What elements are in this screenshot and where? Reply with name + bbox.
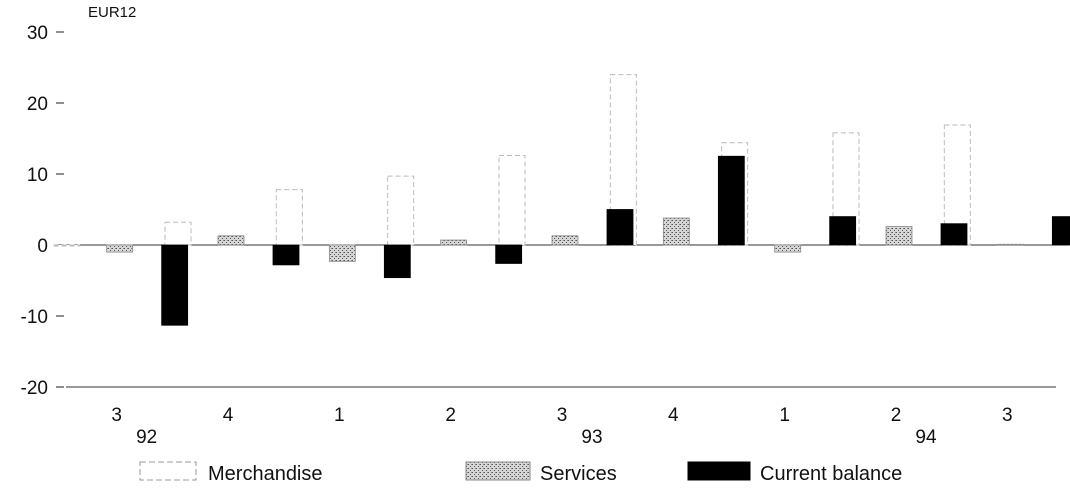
current-balance-bar [606, 209, 634, 246]
current-balance-bar [383, 244, 411, 279]
current-balance-bar [717, 155, 745, 246]
legend-swatch [465, 461, 531, 481]
current-balance-bar [1051, 216, 1070, 246]
services-bar [106, 244, 134, 253]
merchandise-bar [53, 244, 81, 247]
x-tick-label: 2 [891, 405, 902, 426]
x-tick-label: 2 [445, 405, 456, 426]
services-bar [440, 239, 468, 246]
services-bar [996, 243, 1024, 246]
services-bar [551, 235, 579, 246]
x-tick-label: 3 [557, 405, 568, 426]
y-axis: 30 20 10 0 -10 -20 [21, 23, 64, 399]
grid [66, 244, 1068, 388]
x-tick-label: 1 [779, 405, 790, 426]
current-balance-bar [940, 223, 968, 246]
x-tick-label: 4 [668, 405, 679, 426]
y-tick-label: 0 [37, 236, 48, 257]
legend-swatch [139, 461, 197, 481]
services-bar [774, 244, 802, 253]
legend-label: Current balance [760, 463, 902, 485]
current-balance-bar [161, 244, 189, 326]
unit-label: EUR12 [88, 4, 136, 21]
services-bar [328, 244, 356, 262]
year-label: 93 [581, 427, 602, 448]
legend: Merchandise Services Current balance [139, 461, 902, 485]
bars [53, 74, 1070, 326]
services-bar [662, 217, 690, 246]
current-balance-bar [829, 216, 857, 246]
x-tick-label: 1 [334, 405, 345, 426]
services-bar [217, 235, 245, 246]
merchandise-bar [164, 221, 192, 246]
x-tick-label: 3 [111, 405, 122, 426]
merchandise-bar [387, 175, 415, 246]
x-axis: 3 4 1 2 3 4 1 2 3 92 93 94 [111, 405, 1012, 448]
legend-label: Services [540, 463, 617, 485]
y-tick-label: 20 [27, 94, 48, 115]
y-tick-label: -20 [21, 378, 48, 399]
y-tick-label: 30 [27, 23, 48, 44]
current-balance-bar [495, 244, 523, 264]
legend-label: Merchandise [208, 463, 323, 485]
year-label: 94 [915, 427, 937, 448]
year-label: 92 [136, 427, 157, 448]
x-tick-label: 4 [223, 405, 234, 426]
merchandise-bar [498, 155, 526, 246]
merchandise-bar [275, 189, 303, 246]
x-tick-label: 3 [1002, 405, 1013, 426]
y-tick-label: 10 [27, 165, 48, 186]
y-tick-label: -10 [21, 307, 48, 328]
current-balance-bar [272, 244, 300, 266]
legend-swatch [687, 461, 751, 481]
services-bar [885, 226, 913, 246]
